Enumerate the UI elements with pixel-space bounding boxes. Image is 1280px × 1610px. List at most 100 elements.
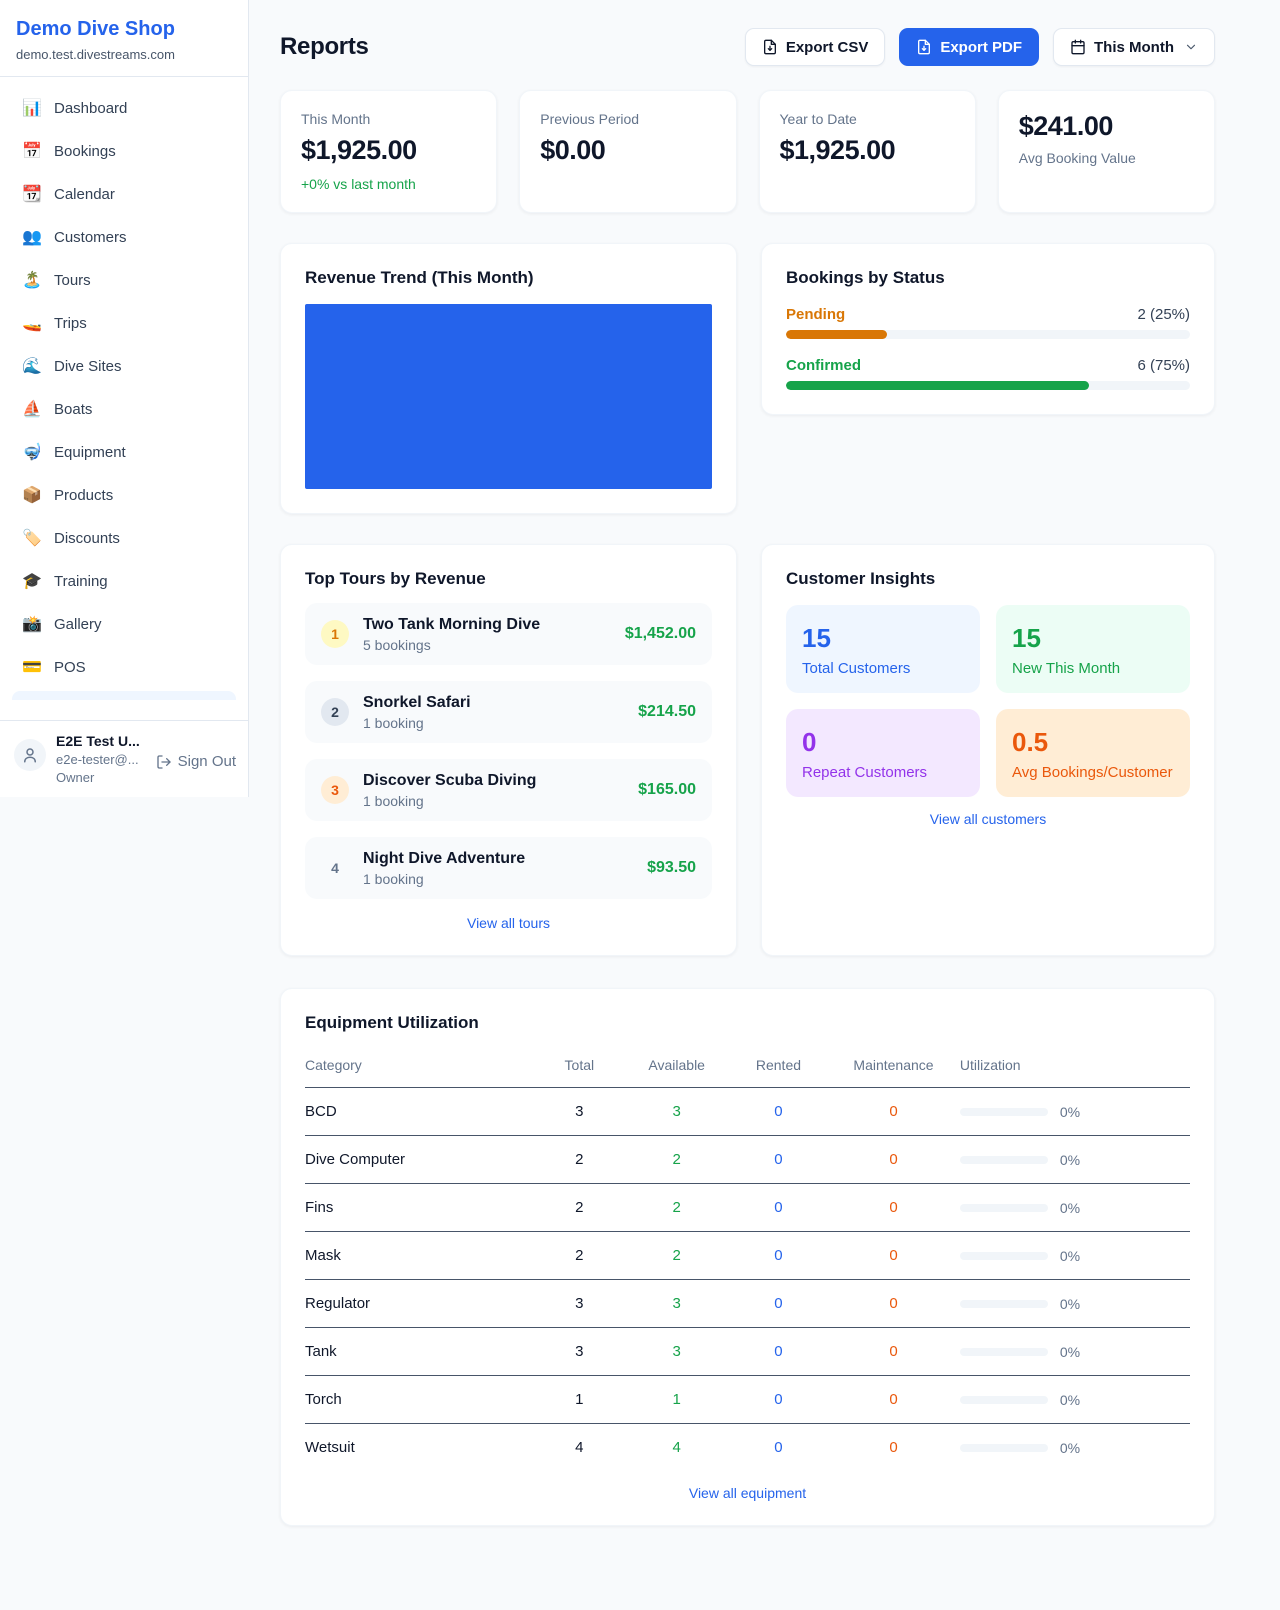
sidebar-item-label: POS: [54, 658, 86, 676]
sidebar-item-icon: 🚤: [22, 315, 42, 332]
equipment-total: 1: [535, 1375, 624, 1424]
sidebar-item[interactable]: 🌊 Dive Sites: [12, 347, 236, 385]
stat-label: Previous Period: [540, 111, 640, 127]
customer-insights-card: Customer Insights 15 Total Customers 15 …: [761, 544, 1215, 956]
view-all-tours-link[interactable]: View all tours: [466, 915, 550, 931]
stat-card-previous-period: Previous Period $0.00: [519, 90, 737, 213]
stat-card-this-month: This Month $1,925.00 +0% vs last month: [280, 90, 498, 213]
utilization-bar-track: [959, 1155, 1048, 1164]
sidebar-item[interactable]: 🎓 Training: [12, 562, 236, 600]
equipment-available: 1: [623, 1375, 730, 1424]
equipment-available: 2: [623, 1183, 730, 1232]
user-email: e2e-tester@...: [56, 752, 139, 767]
sidebar-item-icon: 📅: [22, 143, 42, 160]
shop-domain: demo.test.divestreams.com: [16, 47, 175, 62]
equipment-table: Category Total Available Rented Maintena…: [305, 1047, 1190, 1471]
sidebar-item-label: Dive Sites: [54, 357, 122, 375]
insight-label: Repeat Customers: [802, 764, 928, 781]
sidebar-item[interactable]: 📦 Products: [12, 476, 236, 514]
export-pdf-label: Export PDF: [940, 38, 1023, 56]
equipment-total: 2: [535, 1231, 624, 1280]
sidebar-item-label: Equipment: [54, 443, 126, 461]
tour-rank-badge: 4: [331, 860, 339, 876]
status-bar-track: [786, 330, 1190, 339]
export-pdf-button[interactable]: Export PDF: [899, 28, 1040, 66]
col-header-category: Category: [305, 1047, 536, 1088]
tour-revenue: $214.50: [638, 703, 696, 720]
view-all-equipment-link[interactable]: View all equipment: [688, 1485, 807, 1501]
col-header-total: Total: [535, 1047, 624, 1088]
sign-out-button[interactable]: Sign Out: [156, 753, 236, 770]
page-header: Reports Export CSV Export PDF This Month: [280, 28, 1215, 66]
equipment-rented: 0: [774, 1439, 783, 1456]
sidebar-item[interactable]: 📸 Gallery: [12, 605, 236, 643]
equipment-total: 3: [535, 1087, 624, 1136]
sidebar-item-icon: 🌊: [22, 358, 42, 375]
tour-name: Discover Scuba Diving: [363, 771, 537, 789]
period-label: This Month: [1094, 38, 1174, 56]
tour-name: Two Tank Morning Dive: [363, 615, 541, 633]
insight-tile-avg-bookings: 0.5 Avg Bookings/Customer: [996, 709, 1190, 797]
equipment-table-row: Regulator 3 3 0 0 0%: [305, 1279, 1190, 1328]
equipment-rented: 0: [729, 1231, 828, 1280]
tour-row[interactable]: 4 Night Dive Adventure 1 booking $93.50: [305, 837, 712, 899]
utilization-bar-track: [959, 1395, 1048, 1404]
stat-card-year-to-date: Year to Date $1,925.00: [758, 90, 976, 213]
insight-label: Total Customers: [802, 660, 911, 677]
insight-label: Avg Bookings/Customer: [1012, 764, 1173, 781]
sidebar-item[interactable]: 🚤 Trips: [12, 304, 236, 342]
equipment-category: Fins: [305, 1183, 536, 1232]
stats-row: This Month $1,925.00 +0% vs last month P…: [280, 90, 1215, 213]
chevron-down-icon: [1186, 44, 1196, 50]
export-csv-button[interactable]: Export CSV: [744, 28, 886, 66]
top-tours-title: Top Tours by Revenue: [305, 569, 486, 588]
revenue-trend-title: Revenue Trend (This Month): [305, 268, 534, 287]
sidebar-item[interactable]: 🤿 Equipment: [12, 433, 236, 471]
sidebar-item-icon: 📸: [22, 616, 42, 633]
tour-row[interactable]: 2 Snorkel Safari 1 booking $214.50: [305, 681, 712, 743]
equipment-table-row: Dive Computer 2 2 0 0 0%: [305, 1135, 1190, 1184]
sidebar-item-icon: 📆: [22, 186, 42, 203]
tour-row[interactable]: 3 Discover Scuba Diving 1 booking $165.0…: [305, 759, 712, 821]
view-all-customers-link[interactable]: View all customers: [929, 811, 1047, 827]
tour-row[interactable]: 1 Two Tank Morning Dive 5 bookings $1,45…: [305, 603, 712, 665]
sidebar-item[interactable]: 🏝️ Tours: [12, 261, 236, 299]
equipment-rented: 0: [729, 1327, 828, 1376]
tour-bookings-count: 1 booking: [363, 870, 424, 887]
equipment-maintenance: 0: [827, 1231, 960, 1280]
sidebar-item[interactable]: 📅 Bookings: [12, 132, 236, 170]
utilization-percent: 0%: [1059, 1439, 1081, 1456]
utilization-bar-track: [959, 1203, 1048, 1212]
sidebar-item-reports-partial[interactable]: [12, 691, 236, 700]
equipment-category: Torch: [305, 1375, 536, 1424]
equipment-category: Wetsuit: [305, 1439, 355, 1456]
utilization-bar-track: [959, 1443, 1048, 1452]
sidebar-item[interactable]: 📊 Dashboard: [12, 89, 236, 127]
sidebar-item-icon: 📦: [22, 487, 42, 504]
equipment-rented: 0: [729, 1087, 828, 1136]
stat-label: Year to Date: [779, 111, 857, 127]
insight-value: 15: [1012, 623, 1041, 653]
sidebar-item[interactable]: 💳 POS: [12, 648, 236, 686]
tour-revenue: $165.00: [638, 781, 696, 798]
shop-name[interactable]: Demo Dive Shop: [16, 18, 175, 40]
status-count: 6 (75%): [1137, 357, 1190, 374]
tour-bookings-count: 5 bookings: [363, 636, 431, 653]
equipment-rented: 0: [729, 1135, 828, 1184]
sidebar-item-icon: 💳: [22, 659, 42, 676]
tour-revenue: $1,452.00: [624, 625, 696, 642]
sidebar-item[interactable]: 🏷️ Discounts: [12, 519, 236, 557]
user-role: Owner: [56, 770, 95, 785]
sidebar-item[interactable]: 👥 Customers: [12, 218, 236, 256]
utilization-percent: 0%: [1059, 1199, 1081, 1216]
sidebar-item-label: Training: [54, 572, 108, 590]
sidebar-item[interactable]: 📆 Calendar: [12, 175, 236, 213]
period-select[interactable]: This Month: [1053, 28, 1215, 66]
sidebar-item[interactable]: ⛵ Boats: [12, 390, 236, 428]
utilization-bar-track: [959, 1251, 1048, 1260]
equipment-maintenance: 0: [889, 1439, 898, 1456]
col-header-available: Available: [623, 1047, 730, 1088]
equipment-available: 4: [672, 1439, 681, 1456]
revenue-trend-card: Revenue Trend (This Month): [280, 243, 737, 514]
status-label: Confirmed: [786, 357, 861, 374]
